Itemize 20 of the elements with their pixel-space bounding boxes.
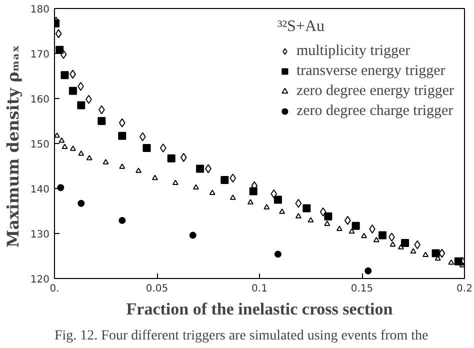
y-tick-label: 180 (30, 4, 50, 16)
x-tick-label: 0. (50, 284, 60, 294)
y-tick-label: 160 (30, 94, 50, 106)
x-tick-label: 0.15 (350, 284, 374, 294)
y-tick-label: 170 (30, 50, 50, 60)
caption: Fig. 12. Four different triggers are simulated using events from the (54, 328, 428, 344)
y-tick-label: 130 (30, 230, 50, 240)
y-tick-label: 150 (30, 140, 50, 150)
x-tick-label: 0.2 (456, 284, 472, 294)
legend-label: zero degree energy trigger (296, 82, 454, 100)
legend-label: zero degree charge trigger (296, 102, 454, 120)
y-axis-title: Maximum density ρₘₐₓ (3, 45, 22, 248)
x-axis-title: Fraction of the inelastic cross section (126, 300, 394, 318)
legend-title: ³²S+Au (277, 18, 326, 36)
legend-label: multiplicity trigger (296, 42, 410, 60)
y-tick-label: 140 (30, 184, 50, 196)
x-tick-label: 0.05 (146, 284, 168, 294)
legend-label: transverse energy trigger (296, 62, 446, 80)
y-tick-label: 120 (30, 274, 50, 286)
x-tick-label: 0.1 (252, 284, 268, 294)
